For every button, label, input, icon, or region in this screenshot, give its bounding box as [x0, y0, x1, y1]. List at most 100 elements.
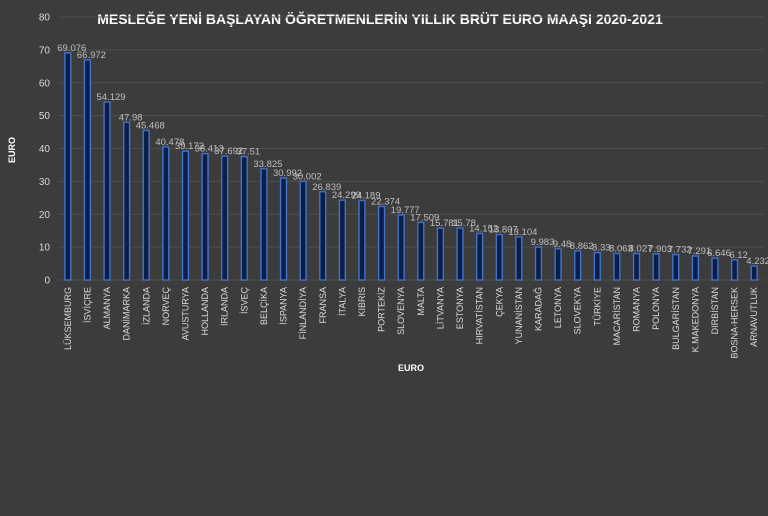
data-label: 69.076 — [57, 43, 86, 54]
x-category-label: POLONYA — [651, 287, 661, 330]
bar — [632, 252, 641, 281]
bar — [358, 199, 366, 281]
data-label: 24.189 — [351, 190, 380, 201]
x-category-label: NORVEÇ — [161, 287, 171, 326]
bar — [181, 150, 190, 281]
data-label: 7.732 — [668, 245, 692, 256]
data-label: 14.152 — [469, 223, 498, 234]
bar — [730, 259, 739, 281]
x-category-label: İRLANDA — [220, 287, 230, 326]
data-label: 37.692 — [214, 146, 243, 157]
x-category-label: LÜKSEMBURG — [63, 287, 73, 350]
data-label: 54.129 — [96, 92, 125, 103]
x-category-label: HIRVATİSTAN — [475, 287, 485, 344]
data-label: 15.781 — [430, 218, 459, 229]
x-category-label: YUNANİSTAN — [514, 287, 524, 344]
bars — [64, 52, 758, 281]
data-label: 6.12 — [729, 250, 748, 261]
x-category-label: BOSNA-HERSEK — [730, 287, 740, 359]
bar — [593, 251, 601, 281]
x-category-label: DIRBİSTAN — [710, 287, 720, 334]
bar — [672, 253, 680, 281]
x-category-label: İZLANDA — [141, 287, 151, 325]
bar — [142, 129, 150, 281]
bar — [711, 257, 719, 281]
bar — [436, 227, 445, 281]
bar — [574, 250, 582, 281]
data-label: 39.172 — [175, 141, 204, 152]
x-category-label: SLOVENYA — [396, 287, 406, 335]
x-category-label: KIBRIS — [357, 287, 367, 317]
x-category-label: ARNAVUTLUK — [749, 287, 759, 347]
data-label: 45.468 — [136, 121, 165, 132]
x-category-label: ROMANYA — [632, 287, 642, 332]
bar — [122, 121, 131, 281]
data-label: 9.48 — [553, 239, 572, 250]
x-category-label: LİTVANYA — [435, 287, 445, 329]
gridlines — [58, 16, 764, 281]
bar — [691, 255, 700, 281]
bar — [338, 199, 347, 281]
x-category-label: AVUSTURYA — [180, 287, 190, 341]
x-category-label: LETONYA — [553, 287, 563, 328]
bar — [221, 155, 229, 281]
x-category-label: ESTONYA — [455, 287, 465, 329]
x-axis-title: EURO — [398, 363, 424, 373]
data-label: 13.807 — [489, 225, 518, 236]
x-category-label: KARADAĞ — [533, 287, 543, 331]
y-tick-label: 80 — [39, 13, 51, 24]
bar — [260, 168, 268, 281]
data-label: 30.992 — [273, 168, 302, 179]
data-label: 4.232 — [746, 256, 768, 267]
data-label: 40.478 — [155, 137, 184, 148]
data-label: 9.983 — [531, 237, 555, 248]
data-label: 6.646 — [707, 248, 731, 259]
bar — [279, 177, 288, 281]
data-label: 8.862 — [570, 241, 594, 252]
x-category-label: BELÇİKA — [259, 287, 269, 325]
bar — [515, 236, 523, 281]
data-label: 8.33 — [592, 243, 611, 254]
x-category-label: HOLLANDA — [200, 287, 210, 336]
bar — [319, 191, 327, 281]
y-tick-label: 50 — [39, 111, 51, 122]
y-tick-label: 70 — [39, 45, 51, 56]
bar — [475, 232, 484, 281]
bar — [299, 180, 307, 281]
data-label: 38.413 — [195, 144, 224, 155]
data-label: 26.839 — [312, 182, 341, 193]
y-tick-label: 10 — [39, 243, 51, 254]
bar — [240, 155, 248, 281]
data-label: 33.825 — [253, 159, 282, 170]
bar — [417, 221, 425, 281]
x-category-label: TÜRKİYE — [592, 287, 602, 326]
bar — [750, 265, 758, 281]
x-category-label: SLOVEKYA — [573, 287, 583, 334]
y-tick-label: 0 — [44, 276, 50, 287]
bar — [456, 227, 464, 281]
data-label: 24.299 — [332, 190, 361, 201]
bar — [162, 146, 170, 281]
x-category-label: İTALYA — [337, 287, 347, 316]
bar — [554, 248, 562, 281]
x-category-label: İSPANYA — [279, 287, 289, 325]
data-label: 17.509 — [410, 212, 439, 223]
bar — [377, 205, 386, 281]
data-label: 30.002 — [293, 171, 322, 182]
bar — [613, 252, 621, 281]
x-category-label: MACARİSTAN — [612, 287, 622, 345]
bar — [534, 246, 543, 281]
data-label: 66.972 — [77, 50, 106, 61]
y-tick-label: 20 — [39, 210, 51, 221]
data-label: 8.063 — [609, 243, 633, 254]
x-category-label: İSVEÇ — [239, 287, 249, 315]
x-category-label: BULGARİSTAN — [671, 287, 681, 350]
x-category-label: ALMANYA — [102, 287, 112, 329]
data-label: 13.104 — [508, 227, 537, 238]
data-label: 7.291 — [687, 246, 711, 257]
chart-title: MESLEĞE YENİ BAŞLAYAN ÖĞRETMENLERİN YILL… — [97, 10, 663, 27]
y-tick-label: 40 — [39, 144, 51, 155]
bar — [83, 59, 92, 281]
bar — [652, 253, 660, 281]
